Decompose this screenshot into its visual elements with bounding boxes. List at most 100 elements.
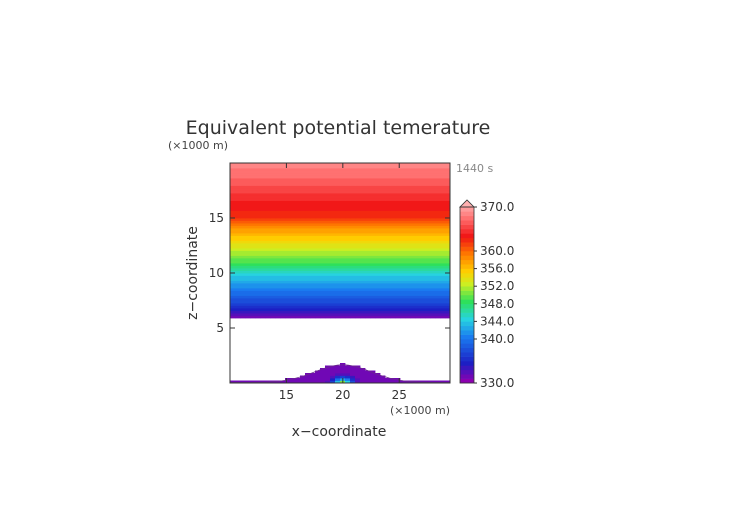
field-cell (355, 295, 361, 299)
field-cell (290, 280, 296, 284)
field-cell (350, 238, 356, 241)
field-cell (345, 365, 351, 369)
field-cell (320, 300, 326, 304)
field-cell (435, 195, 441, 199)
field-cell (335, 265, 341, 269)
field-cell (330, 270, 336, 274)
field-cell (365, 233, 371, 236)
field-cell (315, 290, 321, 294)
chart-title: Equivalent potential temerature (186, 117, 491, 139)
field-cell (325, 163, 331, 166)
field-cell (425, 215, 431, 219)
field-cell (330, 305, 336, 309)
field-cell (230, 273, 236, 276)
field-cell (440, 168, 446, 171)
field-cell (365, 163, 371, 166)
field-cell (295, 293, 301, 296)
field-cell (270, 275, 276, 279)
field-cell (375, 165, 381, 169)
field-cell (440, 300, 446, 304)
field-cell (440, 220, 446, 224)
field-cell (300, 253, 306, 256)
field-cell (325, 280, 331, 284)
field-cell (290, 188, 296, 191)
field-cell (330, 265, 336, 269)
field-cell (230, 163, 236, 166)
field-cell (315, 193, 321, 196)
field-cell (280, 313, 286, 316)
field-cell (390, 313, 396, 316)
field-cell (395, 283, 401, 286)
field-cell (240, 273, 246, 276)
field-cell (240, 263, 246, 266)
field-cell (330, 258, 336, 261)
field-cell (345, 208, 351, 211)
field-cell (245, 240, 251, 244)
field-cell (350, 240, 356, 244)
field-cell (245, 175, 251, 179)
field-cell (345, 308, 351, 311)
field-cell (255, 188, 261, 191)
colorbar-segment (460, 325, 474, 331)
field-cell (445, 178, 451, 181)
field-cell (295, 183, 301, 186)
field-cell (365, 273, 371, 276)
field-cell (420, 295, 426, 299)
field-cell (315, 310, 321, 314)
field-cell (305, 288, 311, 291)
field-cell (345, 250, 351, 254)
field-cell (250, 300, 256, 304)
field-cell (445, 285, 451, 289)
field-cell (445, 215, 451, 219)
field-cell (360, 215, 366, 219)
field-cell (230, 210, 236, 214)
field-cell (250, 185, 256, 189)
field-cell (425, 198, 431, 201)
field-cell (310, 238, 316, 241)
field-cell (340, 285, 346, 289)
field-cell (250, 163, 256, 166)
field-cell (300, 223, 306, 226)
field-cell (320, 170, 326, 174)
field-cell (415, 210, 421, 214)
field-cell (280, 303, 286, 306)
field-cell (295, 250, 301, 254)
field-cell (320, 180, 326, 184)
field-cell (235, 183, 241, 186)
field-cell (395, 303, 401, 306)
field-cell (410, 298, 416, 301)
field-cell (250, 230, 256, 234)
field-cell (290, 265, 296, 269)
field-cell (315, 190, 321, 194)
field-cell (290, 193, 296, 196)
field-cell (345, 180, 351, 184)
field-cell (385, 218, 391, 221)
field-cell (395, 190, 401, 194)
field-cell (415, 308, 421, 311)
field-cell (335, 283, 341, 286)
field-cell (250, 280, 256, 284)
field-cell (355, 300, 361, 304)
field-cell (240, 265, 246, 269)
field-cell (405, 168, 411, 171)
field-cell (360, 168, 366, 171)
field-cell (330, 365, 336, 369)
field-cell (330, 213, 336, 216)
field-cell (325, 278, 331, 281)
field-cell (255, 230, 261, 234)
colorbar-tick-label: 356.0 (480, 262, 514, 276)
field-cell (325, 203, 331, 206)
field-cell (380, 280, 386, 284)
field-cell (230, 198, 236, 201)
field-cell (330, 275, 336, 279)
field-cell (445, 273, 451, 276)
field-cell (240, 298, 246, 301)
field-cell (305, 300, 311, 304)
field-cell (315, 185, 321, 189)
field-cell (250, 308, 256, 311)
field-cell (355, 263, 361, 266)
field-cell (335, 165, 341, 169)
field-cell (430, 290, 436, 294)
colorbar-segment (460, 317, 474, 322)
field-cell (360, 293, 366, 296)
